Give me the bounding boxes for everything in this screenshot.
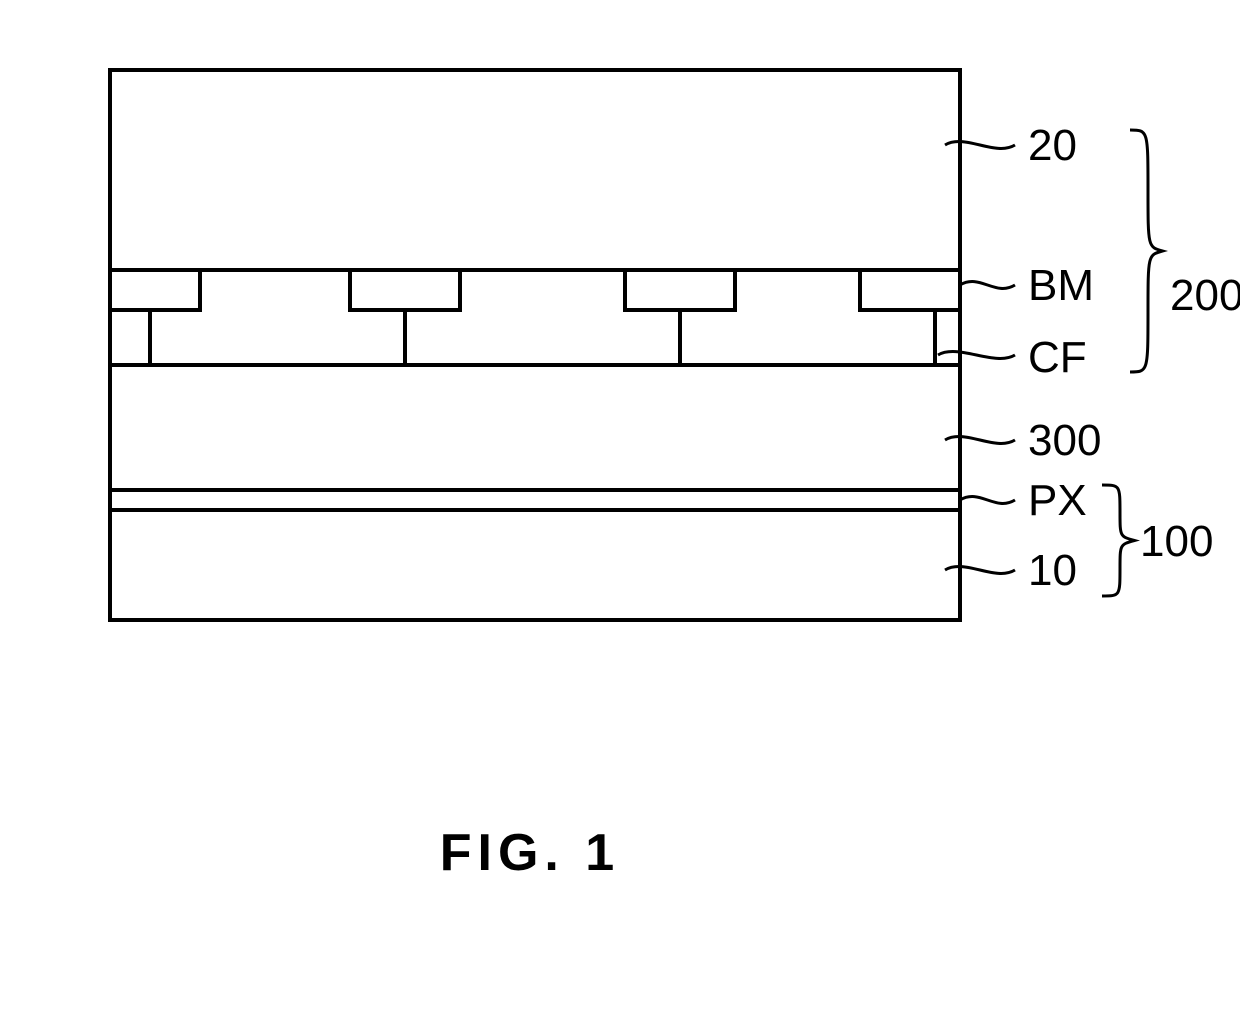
lead-PX	[960, 497, 1015, 504]
diagram-root: 20 BM CF 300 PX 10 200 100 FIG. 1	[0, 0, 1240, 1025]
lead-10	[945, 567, 1015, 574]
bm-block-1	[625, 270, 735, 310]
figure-caption: FIG. 1	[440, 824, 620, 882]
bm-block-0	[350, 270, 460, 310]
lead-20	[945, 142, 1015, 149]
outer-frame	[110, 70, 960, 620]
bm-block-left-half	[110, 270, 200, 310]
lead-CF	[938, 352, 1015, 359]
bm-block-2	[860, 270, 960, 310]
label-CF: CF	[1028, 333, 1087, 382]
label-10: 10	[1028, 546, 1077, 595]
label-BM: BM	[1028, 261, 1094, 310]
lead-BM	[960, 282, 1015, 289]
brace-200	[1130, 130, 1162, 372]
brace-100	[1102, 485, 1134, 596]
label-200: 200	[1170, 271, 1240, 320]
label-100: 100	[1140, 517, 1213, 566]
label-300: 300	[1028, 416, 1101, 465]
label-20: 20	[1028, 121, 1077, 170]
lead-300	[945, 437, 1015, 444]
label-PX: PX	[1028, 476, 1087, 525]
